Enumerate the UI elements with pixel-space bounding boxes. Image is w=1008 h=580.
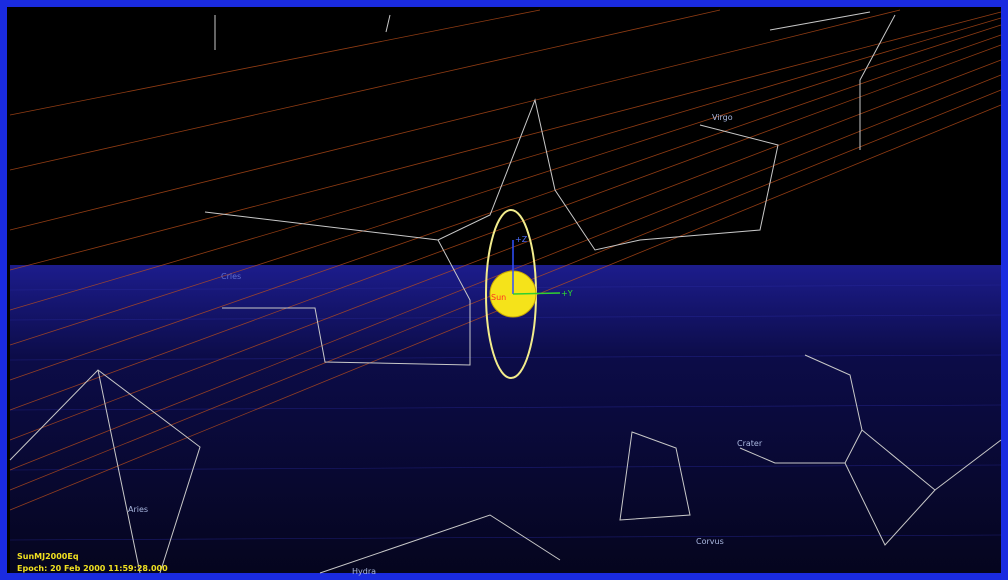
constellation-label: Virgo [712, 113, 733, 122]
axis-y [512, 292, 561, 295]
axis-z-label: +Z [515, 235, 528, 244]
constellation-lines [9, 11, 1002, 574]
epoch: Epoch: 20 Feb 2000 11:59:28.000 [17, 564, 168, 573]
constellation-label: Crles [221, 272, 241, 281]
constellation-label: Aries [128, 505, 148, 514]
constellation-label: Hydra [352, 567, 376, 576]
plane-grid [9, 284, 1002, 541]
constellation-label: Corvus [696, 537, 724, 546]
ecliptic-plane [10, 265, 1001, 573]
constellation-label: Crater [737, 439, 763, 448]
coordinate-system: SunMJ2000Eq [17, 552, 79, 561]
constellation-labels: Virgo Crater Corvus Aries Hydra Crles [128, 113, 763, 576]
axis-y-label: +Y [561, 289, 573, 298]
body-label: Sun [491, 293, 506, 302]
